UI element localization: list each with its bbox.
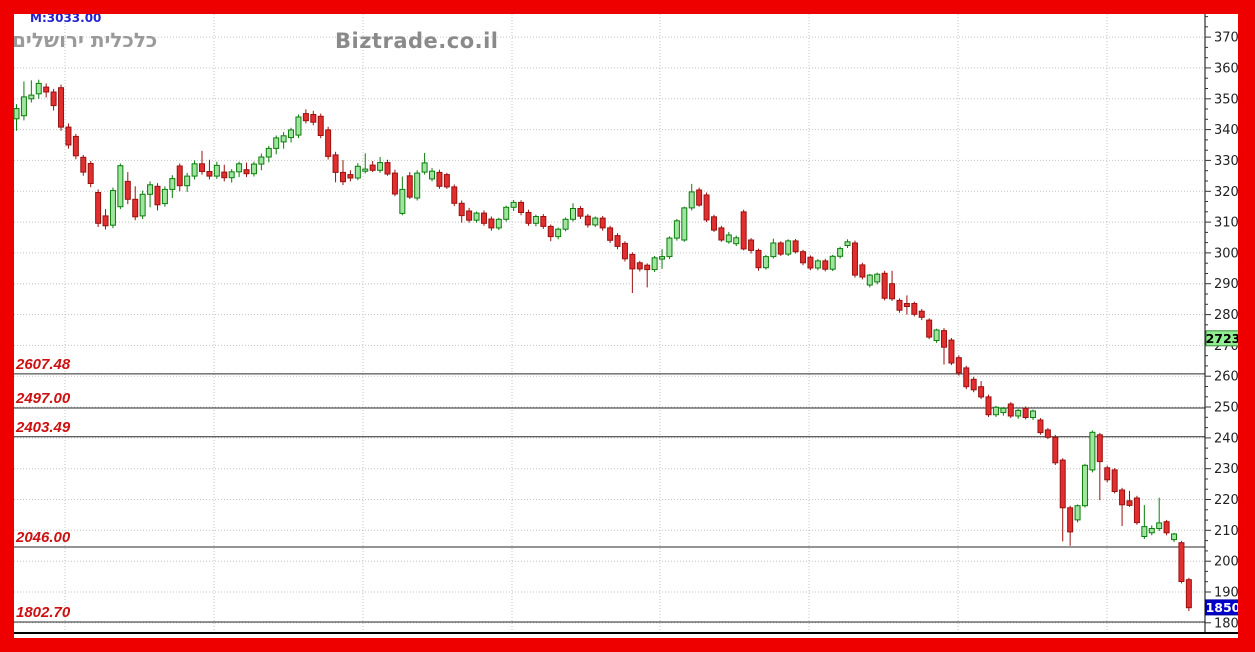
- svg-text:3700: 3700: [1214, 31, 1238, 46]
- svg-text:2600: 2600: [1214, 370, 1238, 385]
- level-label: 2046.00: [16, 529, 71, 546]
- chart-title: כלכלית ירושלים: [14, 28, 158, 52]
- svg-text:3100: 3100: [1214, 216, 1238, 231]
- svg-text:1900: 1900: [1214, 586, 1238, 601]
- svg-text:3600: 3600: [1214, 61, 1238, 76]
- ma-value-label: M:3033.00: [30, 14, 102, 25]
- svg-text:2800: 2800: [1214, 308, 1238, 323]
- candles: [14, 79, 1192, 612]
- svg-text:1850: 1850: [1206, 600, 1238, 615]
- level-label: 2403.49: [16, 418, 71, 436]
- svg-text:2723: 2723: [1206, 331, 1238, 346]
- price-chart: 3700 3600 3500 3400 3300 3200 3100 3000 2900 2800…: [14, 14, 1238, 634]
- svg-text:2100: 2100: [1214, 524, 1238, 539]
- svg-text:3000: 3000: [1214, 246, 1238, 261]
- svg-text:2900: 2900: [1214, 277, 1238, 292]
- y-axis-ticks: [1205, 16, 1211, 624]
- level-lines: [14, 373, 1205, 623]
- svg-text:2400: 2400: [1214, 431, 1238, 446]
- y-axis-labels: 3700 3600 3500 3400 3300 3200 3100 3000 2900 2800…: [1214, 31, 1238, 632]
- watermark: Biztrade.co.il: [335, 29, 499, 53]
- chart-area: M:3033.00 כלכלית ירושלים Biztrade.co.il …: [14, 14, 1238, 638]
- svg-text:3200: 3200: [1214, 185, 1238, 200]
- price-marker-last: 1850: [1205, 599, 1238, 616]
- svg-text:3400: 3400: [1214, 123, 1238, 138]
- svg-text:2300: 2300: [1214, 462, 1238, 477]
- svg-text:2000: 2000: [1214, 555, 1238, 570]
- svg-text:3300: 3300: [1214, 154, 1238, 169]
- vertical-gridlines: [64, 14, 1108, 633]
- svg-text:1800: 1800: [1214, 616, 1238, 631]
- horizontal-gridlines: [14, 36, 1205, 624]
- svg-text:3500: 3500: [1214, 92, 1238, 107]
- svg-text:2500: 2500: [1214, 401, 1238, 416]
- svg-text:2200: 2200: [1214, 493, 1238, 508]
- level-label: 2607.48: [16, 355, 71, 373]
- level-label: 2497.00: [16, 390, 71, 407]
- price-marker-high: 2723: [1205, 330, 1238, 347]
- level-label: 1802.70: [16, 604, 71, 621]
